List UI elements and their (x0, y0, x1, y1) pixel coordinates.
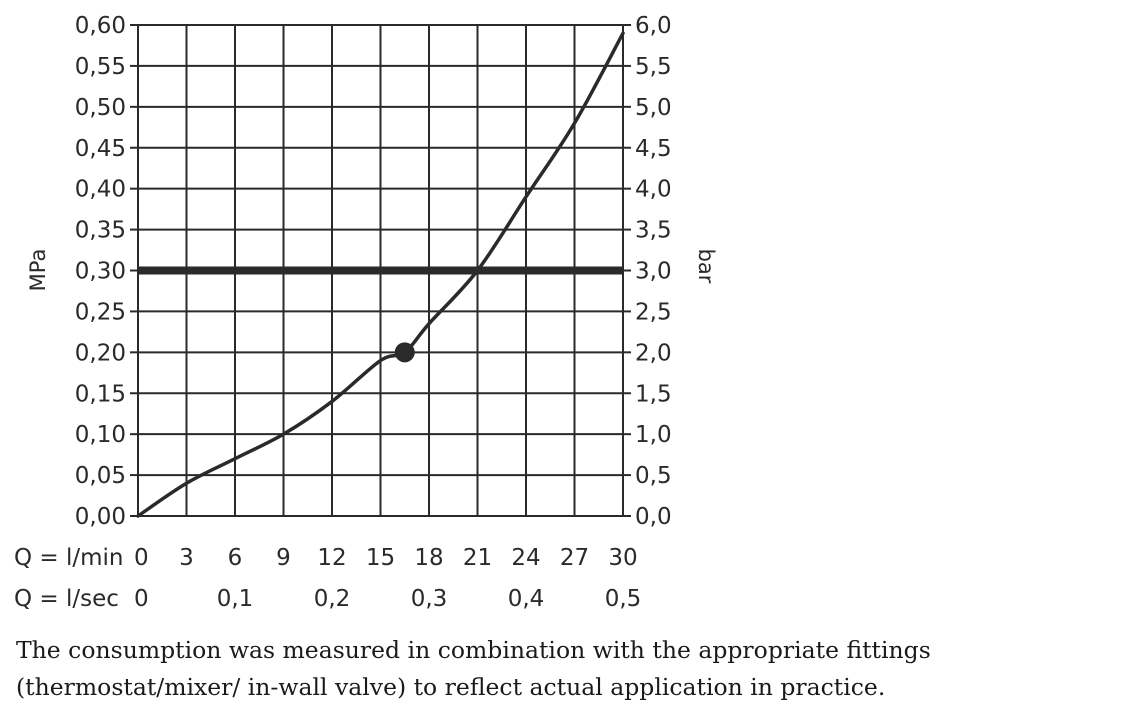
y-right-tick-label: 5,5 (635, 54, 672, 80)
y-left-tick-label: 0,60 (75, 13, 126, 39)
y-left-tick-label: 0,45 (75, 136, 126, 162)
x-ticks-min: 0 3 6 9 12 15 18 21 24 27 30 (134, 545, 638, 571)
y-left-tick-label: 0,35 (75, 218, 126, 244)
y-left-tick-label: 0,00 (75, 504, 126, 530)
y-right-tick-label: 3,0 (635, 259, 672, 285)
x-tick-label-min: 9 (276, 545, 291, 571)
x-tick-label-min: 24 (511, 545, 540, 571)
y-right-tick-label: 4,0 (635, 177, 672, 203)
y-right-tick-label: 0,0 (635, 504, 672, 530)
x-tick-label-min: 12 (317, 545, 346, 571)
operating-point-marker (394, 342, 415, 363)
x-tick-label-sec: 0 (134, 586, 149, 612)
x-tick-label-sec: 0,1 (217, 586, 254, 612)
chart-caption: The consumption was measured in combinat… (16, 636, 931, 701)
x-tick-label-min: 0 (134, 545, 149, 571)
y-right-tick-label: 2,5 (635, 299, 672, 325)
y-right-tick-label: 1,5 (635, 381, 672, 407)
x-tick-label-sec: 0,4 (508, 586, 545, 612)
x-tick-label-sec: 0,5 (605, 586, 642, 612)
x-tick-label-sec: 0,3 (411, 586, 448, 612)
y-right-tick-label: 3,5 (635, 218, 672, 244)
y-right-tick-label: 0,5 (635, 463, 672, 489)
y-right-tick-label: 2,0 (635, 340, 672, 366)
y-left-tick-label: 0,30 (75, 259, 126, 285)
y-left-tick-label: 0,10 (75, 422, 126, 448)
x-tick-label-min: 18 (414, 545, 443, 571)
x-tick-label-min: 30 (608, 545, 637, 571)
y-right-tick-label: 1,0 (635, 422, 672, 448)
x-tick-label-sec: 0,2 (314, 586, 351, 612)
y-right-tick-label: 5,0 (635, 95, 672, 121)
x-ticks-sec: 0 0,1 0,2 0,3 0,4 0,5 (134, 586, 641, 612)
x-axis-label-min: Q = l/min (14, 545, 124, 571)
chart-marks (136, 31, 625, 518)
x-tick-label-min: 6 (228, 545, 243, 571)
y-right-axis-title: bar (694, 249, 718, 284)
y-left-tick-label: 0,55 (75, 54, 126, 80)
y-left-tick-label: 0,25 (75, 299, 126, 325)
y-right-tick-label: 4,5 (635, 136, 672, 162)
y-left-tick-label: 0,05 (75, 463, 126, 489)
y-left-axis-title: MPa (26, 249, 50, 292)
x-tick-label-min: 21 (463, 545, 492, 571)
x-axis-label-sec: Q = l/sec (14, 586, 119, 612)
y-left-tick-label: 0,40 (75, 177, 126, 203)
y-left-ticks: 0,00 0,05 0,10 0,15 0,20 0,25 0,30 0,35 0,40 0,45… (75, 13, 126, 530)
x-tick-label-min: 27 (560, 545, 589, 571)
y-right-tick-label: 6,0 (635, 13, 672, 39)
x-tick-label-min: 3 (179, 545, 194, 571)
y-left-tick-label: 0,50 (75, 95, 126, 121)
y-left-tick-label: 0,15 (75, 381, 126, 407)
x-tick-label-min: 15 (366, 545, 395, 571)
chart: 0,000,050,100,150,200,250,300,350,400,45… (14, 13, 718, 612)
y-left-tick-label: 0,20 (75, 340, 126, 366)
y-right-ticks: 0,0 0,5 1,0 1,5 2,0 2,5 3,0 3,5 4,0 4,5 5,0 5,5 6,0 (635, 13, 672, 530)
